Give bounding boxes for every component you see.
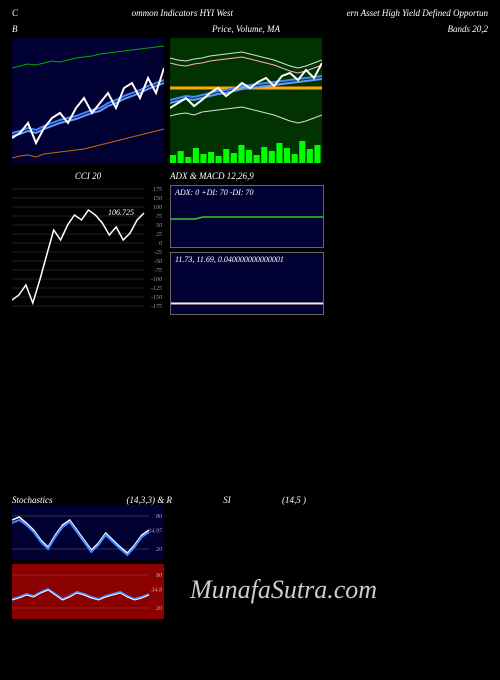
svg-text:-100: -100 [151, 277, 162, 283]
svg-text:80: 80 [156, 514, 162, 520]
svg-text:0: 0 [159, 241, 162, 247]
header-left: C [12, 8, 18, 18]
stoch-title-mid2: SI [172, 495, 282, 505]
svg-text:-150: -150 [151, 295, 162, 301]
svg-text:-25: -25 [154, 250, 162, 256]
stoch-title-left: Stochastics [12, 495, 62, 505]
watermark: MunafaSutra.com [190, 575, 377, 605]
svg-text:175: 175 [153, 187, 162, 193]
cci-chart: 175 150 100 75 50 25 0 -25 -50 -75 -100 -125 -150 -17… [12, 185, 164, 310]
adx-label: ADX: 0 +DI: 70 -DI: 70 [171, 186, 323, 199]
svg-text:150: 150 [153, 196, 162, 202]
rsi-chart: 80 20 34.8 [12, 564, 164, 619]
bollinger-chart [12, 38, 164, 163]
stoch-title-right: (14,5 ) [282, 495, 482, 505]
svg-text:-175: -175 [151, 304, 162, 310]
stoch-chart: 80 20 34.97 [12, 505, 164, 560]
adx-macd-title: ADX & MACD 12,26,9 [170, 169, 324, 185]
header-row: C ommon Indicators HYI West ern Asset Hi… [0, 0, 500, 22]
svg-text:106.725: 106.725 [108, 208, 134, 217]
row-2: CCI 20 175 150 100 75 50 25 0 -25 -50 -75 -100 -125… [0, 169, 500, 315]
cci-title: CCI 20 [12, 169, 164, 185]
header-right: ern Asset High Yield Defined Opportun [347, 8, 488, 18]
svg-text:-125: -125 [151, 286, 162, 292]
svg-text:50: 50 [156, 223, 162, 229]
row-1: B Price, Volume, MA Bands 20,2 [0, 22, 500, 163]
svg-text:20: 20 [156, 547, 162, 553]
svg-text:25: 25 [156, 232, 162, 238]
price-title: Price, Volume, MA [170, 22, 322, 38]
macd-label: 11.73, 11.69, 0.040000000000001 [171, 253, 323, 266]
adx-subpanel: ADX: 0 +DI: 70 -DI: 70 [170, 185, 324, 248]
svg-text:20: 20 [156, 606, 162, 612]
stoch-title-mid: (14,3,3) & R [62, 495, 172, 505]
macd-subpanel: 11.73, 11.69, 0.040000000000001 [170, 252, 324, 315]
header-center: ommon Indicators HYI West [132, 8, 233, 18]
bands-subtitle: Bands 20,2 [328, 22, 488, 38]
svg-text:34.97: 34.97 [148, 528, 164, 535]
price-chart [170, 38, 322, 163]
svg-text:34.8: 34.8 [151, 587, 163, 594]
stoch-header: Stochastics (14,3,3) & R SI (14,5 ) [0, 495, 500, 505]
svg-text:75: 75 [156, 214, 162, 220]
svg-text:100: 100 [153, 205, 162, 211]
svg-text:-50: -50 [154, 259, 162, 265]
bollinger-title: B [12, 22, 164, 38]
row-3: 80 20 34.97 [0, 505, 500, 560]
svg-text:80: 80 [156, 573, 162, 579]
svg-text:-75: -75 [154, 268, 162, 274]
